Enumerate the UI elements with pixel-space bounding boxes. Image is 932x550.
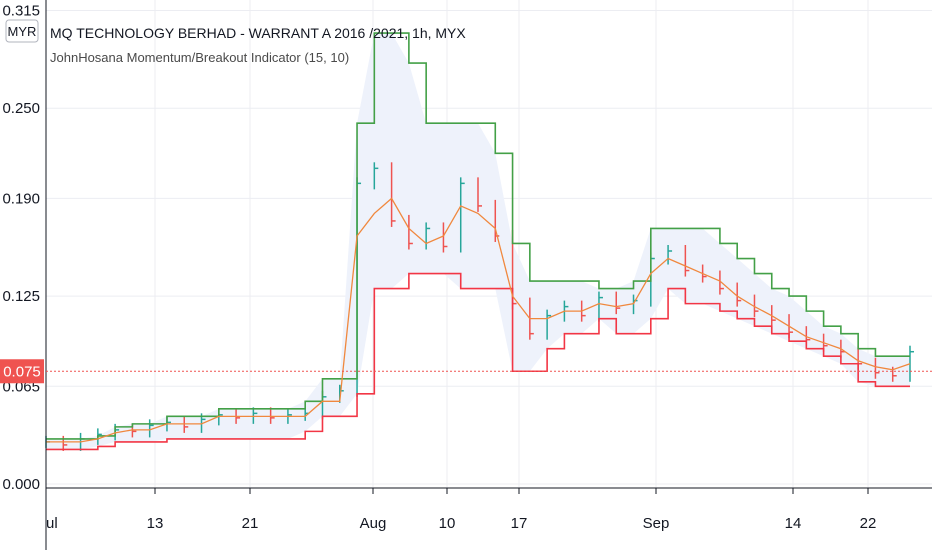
currency-badge-label: MYR [8,24,37,39]
currency-badge[interactable] [5,19,39,43]
band-area [46,33,910,450]
x-tick-label: 21 [242,515,259,532]
x-tick-label: 14 [785,515,802,532]
last-price-badge [0,359,44,384]
axes [45,0,932,550]
x-tick-label: Sep [643,515,670,532]
last-price-label: 0.075 [3,363,41,380]
y-tick-label: 0.250 [2,100,40,117]
chart-header: MYR MQ TECHNOLOGY BERHAD - WARRANT A 201… [5,19,466,65]
last-price-marker: 0.075 [0,359,932,384]
upper-band-line [46,32,910,440]
y-tick-label: 0.125 [2,288,40,305]
chart-title: MQ TECHNOLOGY BERHAD - WARRANT A 2016 /2… [50,25,466,41]
x-axis-ticks: ul 13 21 Aug 10 17 Sep 14 22 [45,488,877,532]
x-tick-label: 22 [860,515,877,532]
price-bars [45,162,914,451]
y-tick-label: 0.315 [2,2,40,19]
x-tick-label: 17 [511,515,528,532]
middle-line [46,197,911,443]
x-tick-label: Aug [360,515,387,532]
y-tick-label: 0.190 [2,190,40,207]
y-tick-label: 0.000 [2,476,40,493]
x-tick-label: 10 [439,515,456,532]
x-tick-label: ul [46,515,58,532]
band-fill [46,33,910,450]
x-tick-label: 13 [147,515,164,532]
indicator-label[interactable]: JohnHosana Momentum/Breakout Indicator (… [50,50,349,65]
